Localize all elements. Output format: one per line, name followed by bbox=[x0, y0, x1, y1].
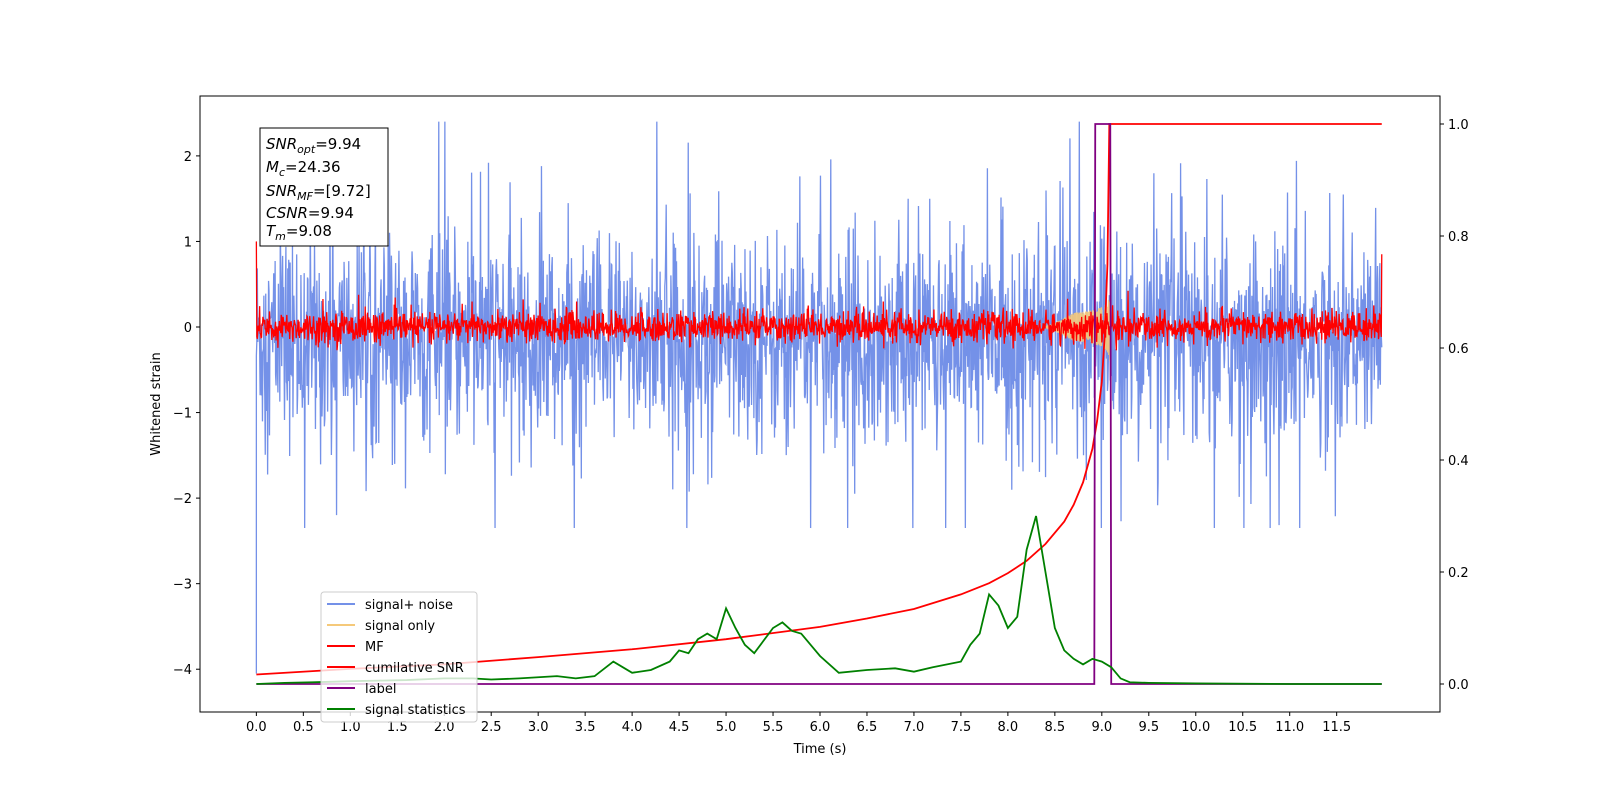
y-tick-label: 2 bbox=[184, 150, 192, 165]
x-tick-label: 0.5 bbox=[293, 720, 314, 735]
series-mf-line bbox=[255, 241, 1383, 351]
x-tick-label: 9.0 bbox=[1091, 720, 1112, 735]
x-tick-label: 0.0 bbox=[246, 720, 267, 735]
legend-frame bbox=[320, 591, 478, 723]
x-tick-label: 9.5 bbox=[1138, 720, 1159, 735]
x-tick-label: 7.0 bbox=[904, 720, 925, 735]
series-signal-noise-line bbox=[255, 121, 1383, 674]
x-tick-label: 6.0 bbox=[810, 720, 831, 735]
x-tick-label: 8.5 bbox=[1045, 720, 1066, 735]
x-tick-label: 3.0 bbox=[528, 720, 549, 735]
mc-text: Mc=24.36 bbox=[266, 158, 341, 179]
y-tick-label: −2 bbox=[173, 492, 192, 507]
snr-opt-text: SNRopt=9.94 bbox=[266, 135, 361, 156]
y-axis-title: Whitened strain bbox=[149, 352, 164, 455]
x-tick-label: 5.5 bbox=[763, 720, 784, 735]
snr-mf-text: SNRMF=[9.72] bbox=[266, 182, 371, 203]
x-tick-label: 6.5 bbox=[857, 720, 878, 735]
x-tick-label: 2.5 bbox=[481, 720, 502, 735]
x-tick-label: 7.5 bbox=[951, 720, 972, 735]
x-tick-label: 10.5 bbox=[1228, 720, 1257, 735]
y2-tick-label: 1.0 bbox=[1448, 118, 1469, 133]
x-tick-label: 10.0 bbox=[1181, 720, 1210, 735]
x-axis-title: Time (s) bbox=[793, 742, 847, 757]
tm-text: Tm=9.08 bbox=[266, 222, 332, 243]
y-tick-label: −4 bbox=[173, 663, 192, 678]
legend-label-mf: MF bbox=[365, 640, 384, 655]
csnr-text: CSNR=9.94 bbox=[266, 204, 354, 222]
y2-tick-label: 0.6 bbox=[1448, 342, 1469, 357]
legend: signal+ noise signal only MF cumilative … bbox=[320, 591, 478, 723]
series-label-line bbox=[256, 123, 1382, 685]
x-tick-label: 8.0 bbox=[998, 720, 1019, 735]
y2-tick-label: 0.8 bbox=[1448, 230, 1469, 245]
y-tick-label: −1 bbox=[173, 407, 192, 422]
stats-annotation: SNRopt=9.94 Mc=24.36 SNRMF=[9.72] CSNR=9… bbox=[259, 127, 389, 247]
x-tick-label: 5.0 bbox=[716, 720, 737, 735]
y-tick-label: 1 bbox=[184, 235, 192, 250]
x-tick-label: 3.5 bbox=[575, 720, 596, 735]
legend-label-signal-noise: signal+ noise bbox=[365, 598, 453, 613]
legend-label-label: label bbox=[365, 682, 396, 697]
series-signal-statistics-line bbox=[256, 515, 1382, 685]
legend-label-signal-only: signal only bbox=[365, 619, 435, 634]
x-tick-label: 1.0 bbox=[340, 720, 361, 735]
legend-label-signal-statistics: signal statistics bbox=[365, 703, 466, 718]
series-cumilative-snr-line bbox=[256, 123, 1382, 676]
x-tick-label: 2.0 bbox=[434, 720, 455, 735]
stats-annotation-box bbox=[259, 127, 389, 247]
y2-tick-label: 0.2 bbox=[1448, 566, 1469, 581]
x-tick-label: 1.5 bbox=[387, 720, 408, 735]
legend-label-cumulative-snr: cumilative SNR bbox=[365, 661, 464, 676]
y2-tick-label: 0.4 bbox=[1448, 454, 1469, 469]
x-tick-label: 11.5 bbox=[1322, 720, 1351, 735]
x-tick-label: 4.0 bbox=[622, 720, 643, 735]
plot-area bbox=[255, 121, 1383, 685]
axes: 0.0 0.5 1.0 1.5 2.0 2.5 3.0 3.5 4.0 4.5 5.0 5.5 6.0 6… bbox=[173, 118, 1469, 735]
y-tick-label: −3 bbox=[173, 578, 192, 593]
y-tick-label: 0 bbox=[184, 321, 192, 336]
y2-tick-label: 0.0 bbox=[1448, 678, 1469, 693]
x-tick-label: 4.5 bbox=[669, 720, 690, 735]
x-tick-label: 11.0 bbox=[1275, 720, 1304, 735]
